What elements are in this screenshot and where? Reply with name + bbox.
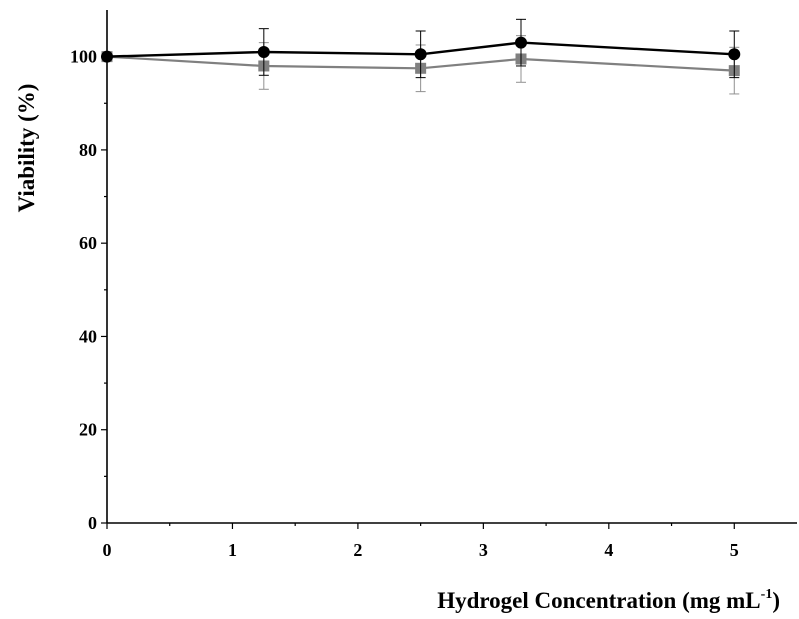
y-tick-label: 40	[79, 326, 97, 346]
data-point	[515, 36, 527, 49]
x-axis-title-sup: -1	[761, 587, 773, 602]
series-circle	[101, 18, 741, 79]
data-point	[101, 50, 113, 63]
x-tick-label: 0	[103, 540, 112, 560]
x-axis-title: Hydrogel Concentration (mg mL-1)	[437, 587, 780, 613]
y-tick-label: 0	[88, 513, 97, 533]
x-axis-title-close: )	[772, 588, 780, 613]
y-tick-label: 100	[70, 47, 97, 67]
series-layer	[101, 18, 741, 95]
y-tick-label: 20	[79, 420, 97, 440]
x-tick-label: 2	[353, 540, 362, 560]
x-tick-label: 4	[604, 540, 613, 560]
y-axis-title: Viability (%)	[14, 84, 39, 213]
data-point	[414, 48, 427, 61]
axes: 0 20 40 60 80 100 0 1 2 3 4 5	[70, 10, 797, 560]
data-point	[257, 45, 270, 58]
x-axis-title-main: Hydrogel Concentration (mg mL	[437, 588, 760, 613]
data-point	[728, 48, 741, 61]
y-tick-label: 60	[79, 233, 97, 253]
y-tick-label: 80	[79, 140, 97, 160]
x-tick-label: 3	[479, 540, 488, 560]
x-tick-label: 1	[228, 540, 237, 560]
x-tick-label: 5	[730, 540, 739, 560]
